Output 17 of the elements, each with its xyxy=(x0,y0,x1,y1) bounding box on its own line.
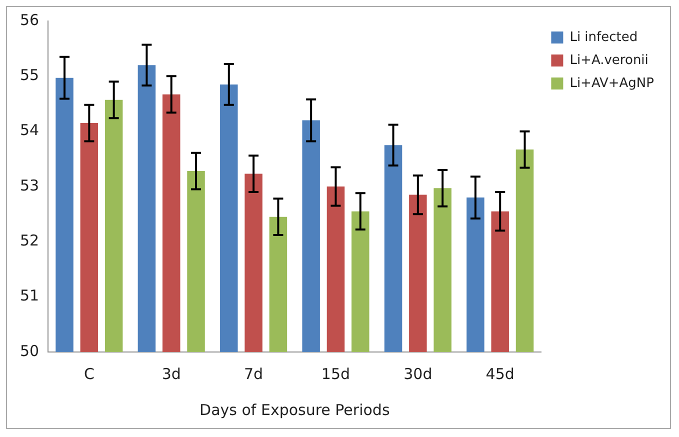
y-tick-label: 51 xyxy=(20,286,40,305)
y-tick-label: 56 xyxy=(20,10,40,29)
x-tick-label: 15d xyxy=(321,364,350,383)
y-tick-label: 50 xyxy=(20,342,40,360)
x-tick-label: 45d xyxy=(486,364,514,383)
x-axis-title: Days of Exposure Periods xyxy=(200,400,390,419)
x-tick-label: 3d xyxy=(162,364,181,383)
y-tick-label: 55 xyxy=(20,66,40,84)
y-tick-label: 54 xyxy=(20,121,40,140)
legend-label: Li+A.veronii xyxy=(570,52,648,68)
legend-label: Li+AV+AgNP xyxy=(570,76,654,91)
y-tick-label: 53 xyxy=(20,176,40,194)
legend-label: Li infected xyxy=(570,30,638,45)
x-tick-label: C xyxy=(84,364,94,383)
x-tick-label: 7d xyxy=(244,364,264,383)
x-tick-label: 30d xyxy=(404,364,432,383)
y-tick-label: 52 xyxy=(20,232,40,250)
